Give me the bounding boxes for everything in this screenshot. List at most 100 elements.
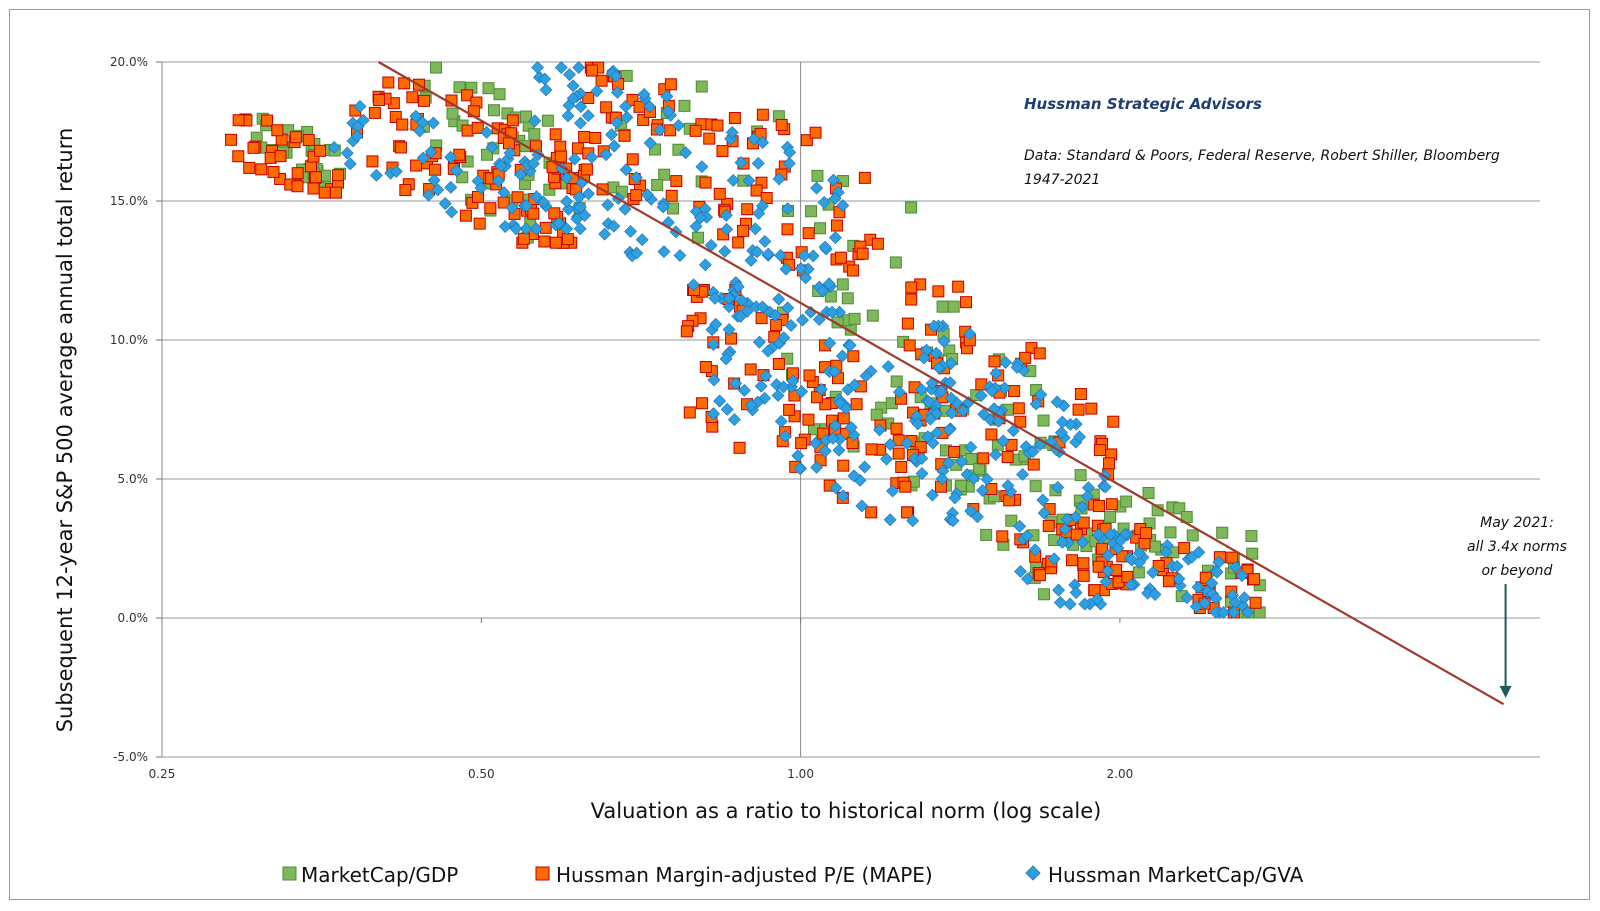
gva-point xyxy=(946,514,960,528)
mape-point xyxy=(737,224,750,237)
gdp-point xyxy=(481,148,494,161)
x-tick-label: 0.50 xyxy=(468,767,495,781)
mape-point xyxy=(680,325,693,338)
gva-point xyxy=(1053,596,1067,609)
gva-point xyxy=(984,413,997,427)
gva-point xyxy=(756,136,770,149)
gva-point xyxy=(509,222,523,236)
gva-point xyxy=(796,313,810,327)
mape-point xyxy=(473,217,486,230)
gdp-point xyxy=(954,479,967,492)
gva-point xyxy=(719,208,733,222)
mape-point xyxy=(626,93,639,106)
gva-point xyxy=(609,69,623,83)
gdp-point xyxy=(456,171,469,184)
gva-point xyxy=(1217,606,1230,619)
gva-point xyxy=(793,461,807,475)
regression-line xyxy=(377,61,1505,706)
gva-point xyxy=(777,331,791,345)
gva-point xyxy=(873,423,886,437)
mape-point xyxy=(600,101,613,114)
mape-point xyxy=(985,428,998,441)
callout-line-2: all 3.4x norms xyxy=(1467,539,1567,555)
mape-point xyxy=(783,403,796,416)
gva-point xyxy=(538,72,552,86)
mape-point xyxy=(366,155,379,168)
gva-point xyxy=(574,100,588,114)
gva-point xyxy=(520,199,534,213)
mape-point xyxy=(1019,351,1032,364)
gdp-point xyxy=(848,312,861,325)
gdp-point xyxy=(493,88,506,101)
mape-point xyxy=(554,150,567,163)
gva-point xyxy=(833,396,847,410)
mape-point xyxy=(472,190,485,203)
mape-point xyxy=(699,176,712,189)
callout-line-3: or beyond xyxy=(1482,563,1553,579)
gdp-point xyxy=(1173,502,1186,515)
gva-point xyxy=(1073,430,1087,444)
gdp-point xyxy=(1246,547,1259,560)
gva-point xyxy=(999,355,1012,369)
gva-point xyxy=(810,181,824,195)
y-tick-label: 0.0% xyxy=(118,611,149,625)
mape-point xyxy=(850,398,863,411)
mape-point xyxy=(750,184,763,197)
gva-point xyxy=(1125,553,1139,567)
mape-point xyxy=(960,296,973,309)
gva-point xyxy=(1229,560,1242,574)
mape-point xyxy=(1077,516,1090,529)
gva-point xyxy=(497,186,511,199)
gva-point xyxy=(1014,565,1027,578)
gva-point xyxy=(695,160,709,174)
gva-point xyxy=(1241,606,1255,619)
gva-point xyxy=(1001,479,1015,492)
mape-point xyxy=(1178,542,1191,555)
gva-point xyxy=(630,246,644,260)
gva-point xyxy=(1063,597,1077,611)
legend-label-marketcap-gdp: MarketCap/GDP xyxy=(301,863,458,887)
gva-point xyxy=(794,262,808,276)
gva-point xyxy=(809,436,822,450)
mape-point xyxy=(261,114,274,127)
grid-lines xyxy=(161,61,1540,758)
gva-point xyxy=(720,402,734,416)
mape-point xyxy=(1005,438,1018,451)
gva-point xyxy=(823,336,837,350)
gdp-point xyxy=(980,528,993,541)
gva-point xyxy=(822,277,836,291)
gva-point xyxy=(643,136,657,150)
gva-point xyxy=(971,510,984,524)
gva-point xyxy=(718,245,732,258)
gva-point xyxy=(494,159,508,173)
mape-point xyxy=(858,171,871,184)
gdp-point xyxy=(889,256,902,269)
gva-point xyxy=(572,61,586,74)
mape-point xyxy=(932,285,945,298)
mape-point xyxy=(683,406,696,419)
gva-point xyxy=(707,338,720,351)
gva-point xyxy=(816,284,830,298)
gva-point xyxy=(818,240,832,254)
gva-point xyxy=(599,148,613,162)
gva-point xyxy=(409,109,423,123)
gva-point xyxy=(343,157,357,171)
gva-point xyxy=(748,222,762,236)
gdp-point xyxy=(651,178,664,191)
gva-point xyxy=(713,394,727,408)
gva-point xyxy=(942,456,955,470)
y-axis-title: Subsequent 12-year S&P 500 average annua… xyxy=(53,128,77,733)
gva-point xyxy=(438,197,452,211)
mape-point xyxy=(1042,519,1055,532)
gva-point xyxy=(737,384,751,397)
gva-point xyxy=(828,365,841,379)
mape-point xyxy=(406,91,419,104)
gdp-point xyxy=(453,81,466,94)
gva-point xyxy=(607,139,621,153)
gva-point xyxy=(900,436,914,450)
gva-point xyxy=(582,187,595,201)
legend-label-marketcap-gva: Hussman MarketCap/GVA xyxy=(1048,863,1304,887)
gva-point xyxy=(485,140,499,154)
legend-item-marketcap-gdp: MarketCap/GDP xyxy=(282,863,458,887)
